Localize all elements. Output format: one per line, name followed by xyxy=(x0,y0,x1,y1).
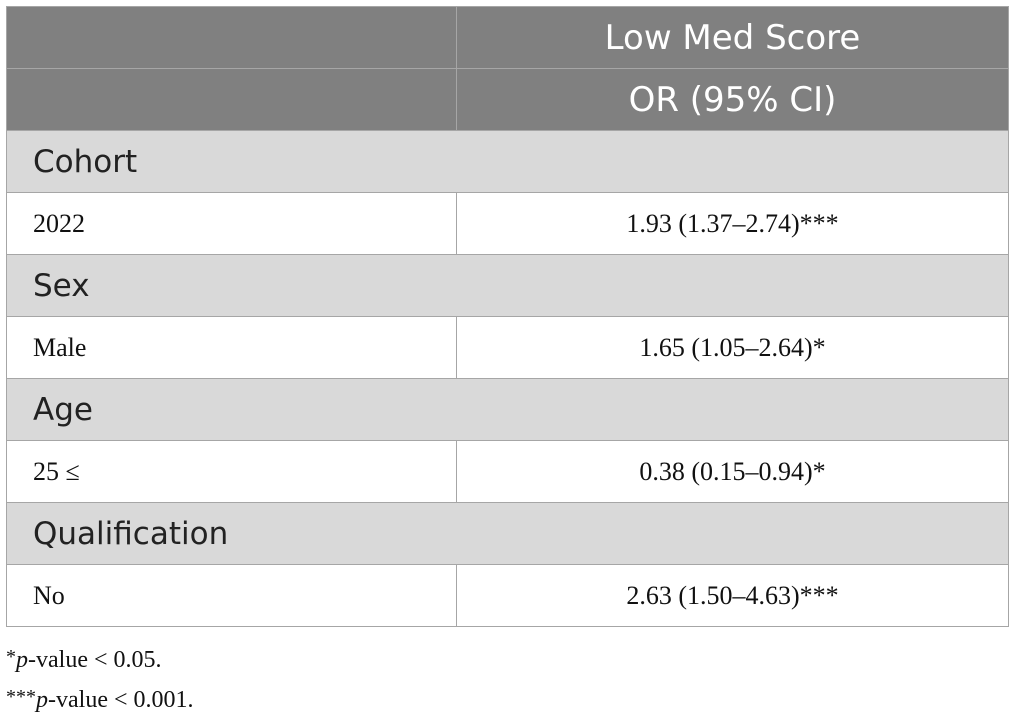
group-row-qualification: Qualification xyxy=(6,502,1009,565)
group-title: Sex xyxy=(6,254,1009,317)
header-empty-cell xyxy=(6,68,457,131)
footnote: *p-value < 0.05. xyxy=(6,639,1008,679)
row-label: Male xyxy=(6,316,457,379)
header-row-2: OR (95% CI) xyxy=(6,68,1009,131)
table-header: Low Med Score OR (95% CI) xyxy=(6,6,1009,131)
footnote-mark: *** xyxy=(6,686,36,708)
results-table-page: Low Med Score OR (95% CI) Cohort 2022 1.… xyxy=(6,6,1009,719)
group-title: Age xyxy=(6,378,1009,441)
row-value: 1.93 (1.37–2.74)*** xyxy=(456,192,1009,255)
table-row: Male 1.65 (1.05–2.64)* xyxy=(6,316,1009,379)
header-row-1: Low Med Score xyxy=(6,6,1009,69)
footnote-p-symbol: p xyxy=(16,647,28,673)
table-row: 2022 1.93 (1.37–2.74)*** xyxy=(6,192,1009,255)
row-label: 25 ≤ xyxy=(6,440,457,503)
table-body: Cohort 2022 1.93 (1.37–2.74)*** Sex Male… xyxy=(6,130,1009,627)
header-measure-label: OR (95% CI) xyxy=(456,68,1009,131)
group-row-cohort: Cohort xyxy=(6,130,1009,193)
row-value: 0.38 (0.15–0.94)* xyxy=(456,440,1009,503)
row-label: No xyxy=(6,564,457,627)
footnote-text: -value < 0.001. xyxy=(48,687,194,713)
footnote: ***p-value < 0.001. xyxy=(6,679,1008,719)
row-label: 2022 xyxy=(6,192,457,255)
odds-ratio-table: Low Med Score OR (95% CI) Cohort 2022 1.… xyxy=(6,6,1009,627)
group-row-sex: Sex xyxy=(6,254,1009,317)
group-title: Qualification xyxy=(6,502,1009,565)
footnote-mark: * xyxy=(6,646,16,668)
row-value: 1.65 (1.05–2.64)* xyxy=(456,316,1009,379)
header-empty-cell xyxy=(6,6,457,69)
group-row-age: Age xyxy=(6,378,1009,441)
group-title: Cohort xyxy=(6,130,1009,193)
table-row: No 2.63 (1.50–4.63)*** xyxy=(6,564,1009,627)
header-outcome-label: Low Med Score xyxy=(456,6,1009,69)
footnote-text: -value < 0.05. xyxy=(28,647,162,673)
table-row: 25 ≤ 0.38 (0.15–0.94)* xyxy=(6,440,1009,503)
row-value: 2.63 (1.50–4.63)*** xyxy=(456,564,1009,627)
table-footnotes: *p-value < 0.05. ***p-value < 0.001. xyxy=(6,639,1008,719)
footnote-p-symbol: p xyxy=(36,687,48,713)
